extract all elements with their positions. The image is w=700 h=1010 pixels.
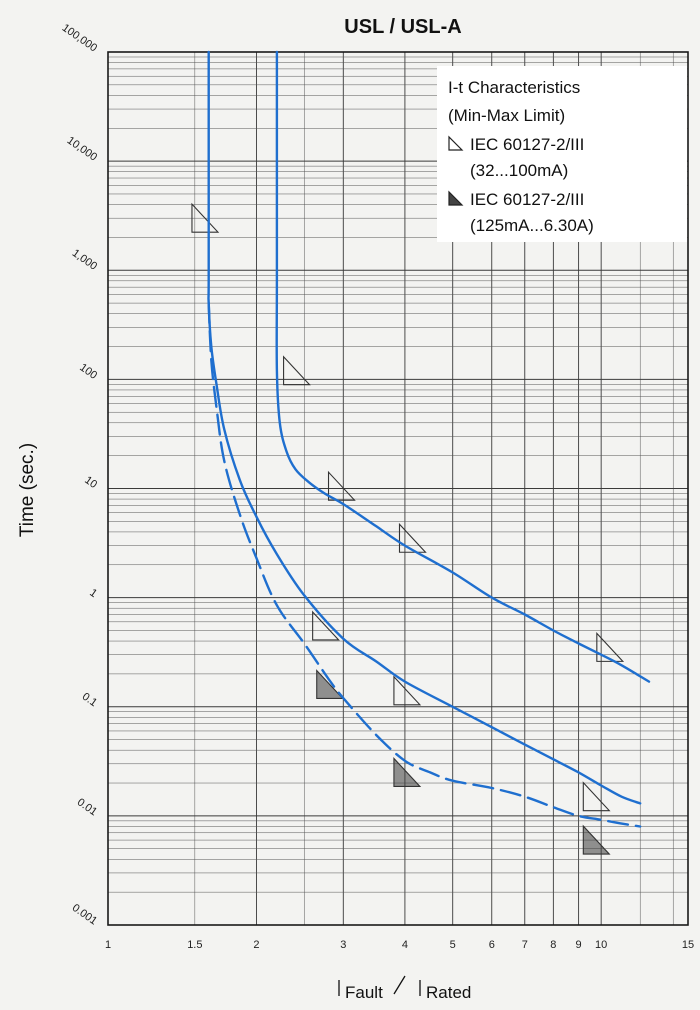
open-triangle-marker (582, 781, 611, 812)
chart-title: USL / USL-A (344, 16, 461, 38)
y-tick-label: 10 (82, 474, 99, 491)
filled-triangle-marker (582, 824, 611, 855)
x-tick-label: 10 (595, 939, 607, 951)
x-tick-label: 8 (550, 939, 556, 951)
y-axis-label: Time (sec.) (17, 443, 38, 537)
open-triangle-marker (596, 631, 625, 662)
x-tick-label: 5 (450, 939, 456, 951)
x-label-slash (393, 975, 406, 995)
legend-entry-2-line-1: IEC 60127-2/III (470, 190, 584, 209)
legend-title-line-1: I-t Characteristics (448, 78, 580, 97)
x-tick-labels: 1 1.5 2 3 4 5 6 7 8 9 10 15 (105, 939, 694, 951)
x-axis-label: Fault Rated (338, 975, 471, 1002)
y-tick-labels: 0.001 0.01 0.1 1 10 100 1,000 10,000 100,000 (60, 22, 99, 928)
open-triangle-marker (191, 202, 220, 233)
x-tick-label: 1.5 (187, 939, 202, 951)
x-label-fault: Fault (345, 983, 383, 1002)
legend-entry-1-line-2: (32...100mA) (470, 161, 568, 180)
y-tick-label: 10,000 (65, 134, 99, 163)
y-tick-label: 0.1 (80, 691, 99, 710)
legend-entry-1-line-1: IEC 60127-2/III (470, 135, 584, 154)
legend: I-t Characteristics (Min-Max Limit) IEC … (437, 66, 687, 242)
x-tick-label: 15 (682, 939, 694, 951)
x-tick-label: 2 (253, 939, 259, 951)
y-tick-label: 100,000 (60, 22, 99, 55)
y-tick-label: 1 (87, 587, 99, 600)
open-triangle-marker (312, 610, 340, 641)
series-line-1 (275, 50, 651, 683)
filled-triangle-marker (316, 669, 344, 700)
filled-triangle-marker (393, 757, 422, 787)
legend-open-triangle-icon (448, 135, 464, 151)
series-line-3 (207, 301, 642, 828)
y-tick-label: 100 (77, 361, 99, 381)
x-label-rated: Rated (426, 983, 471, 1002)
legend-filled-triangle-icon (448, 190, 464, 206)
plot-border (107, 51, 689, 926)
x-tick-label: 3 (340, 939, 346, 951)
x-tick-label: 1 (105, 939, 111, 951)
x-tick-label: 7 (522, 939, 528, 951)
open-triangle-marker (283, 355, 311, 386)
open-triangle-marker (393, 675, 422, 706)
legend-entry-2-line-2: (125mA...6.30A) (470, 216, 594, 235)
x-tick-label: 9 (576, 939, 582, 951)
open-triangle-marker (327, 470, 356, 501)
series-group (207, 50, 651, 828)
open-triangle-marker (398, 522, 427, 553)
legend-title-line-2: (Min-Max Limit) (448, 106, 565, 125)
plot-frame (107, 51, 689, 926)
y-tick-label: 0.01 (75, 796, 99, 818)
y-tick-label: 0.001 (70, 902, 99, 928)
x-tick-label: 6 (489, 939, 495, 951)
x-tick-label: 4 (402, 939, 408, 951)
y-tick-label: 1,000 (70, 247, 99, 273)
legend-background (437, 66, 687, 242)
limit-markers (191, 202, 625, 855)
